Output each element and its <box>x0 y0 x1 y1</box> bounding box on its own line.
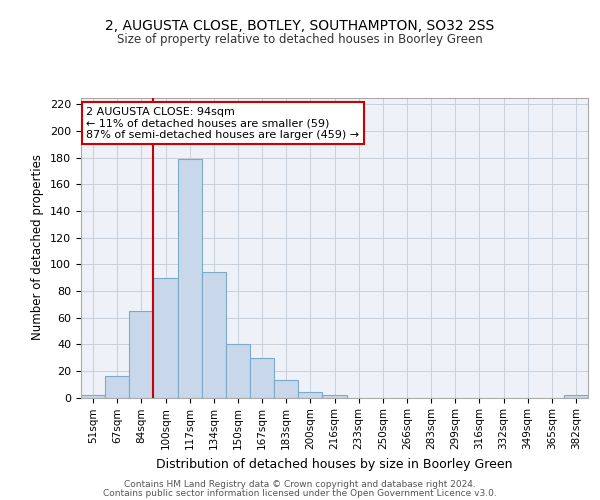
Bar <box>250 358 274 398</box>
Text: Contains public sector information licensed under the Open Government Licence v3: Contains public sector information licen… <box>103 488 497 498</box>
Bar <box>154 278 178 398</box>
Bar <box>564 395 588 398</box>
Bar <box>129 311 154 398</box>
Bar <box>274 380 298 398</box>
Text: Contains HM Land Registry data © Crown copyright and database right 2024.: Contains HM Land Registry data © Crown c… <box>124 480 476 489</box>
Text: 2, AUGUSTA CLOSE, BOTLEY, SOUTHAMPTON, SO32 2SS: 2, AUGUSTA CLOSE, BOTLEY, SOUTHAMPTON, S… <box>106 19 494 33</box>
Text: 2 AUGUSTA CLOSE: 94sqm
← 11% of detached houses are smaller (59)
87% of semi-det: 2 AUGUSTA CLOSE: 94sqm ← 11% of detached… <box>86 106 359 140</box>
Bar <box>298 392 322 398</box>
X-axis label: Distribution of detached houses by size in Boorley Green: Distribution of detached houses by size … <box>156 458 513 470</box>
Bar <box>105 376 129 398</box>
Bar <box>202 272 226 398</box>
Bar <box>81 395 105 398</box>
Bar <box>226 344 250 398</box>
Y-axis label: Number of detached properties: Number of detached properties <box>31 154 44 340</box>
Bar <box>178 159 202 398</box>
Text: Size of property relative to detached houses in Boorley Green: Size of property relative to detached ho… <box>117 33 483 46</box>
Bar <box>322 395 347 398</box>
